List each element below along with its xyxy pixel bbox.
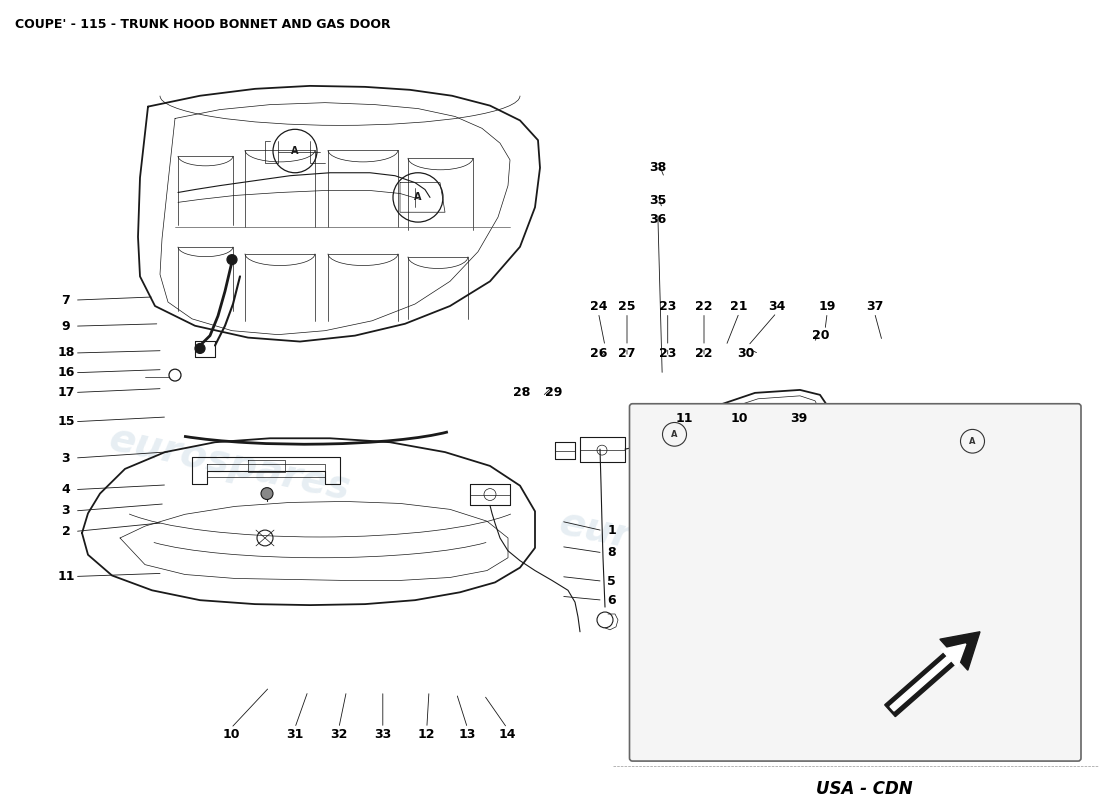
Text: 4: 4	[62, 483, 70, 496]
Text: 20: 20	[812, 329, 829, 342]
Text: A: A	[415, 193, 421, 202]
Text: 10: 10	[730, 412, 748, 425]
Text: 25: 25	[618, 300, 636, 313]
Text: 3: 3	[62, 505, 70, 518]
Text: A: A	[292, 146, 299, 156]
Text: 2: 2	[62, 525, 70, 538]
Text: 30: 30	[737, 347, 755, 360]
Text: 10: 10	[222, 728, 240, 741]
Text: 7: 7	[62, 294, 70, 306]
FancyArrow shape	[890, 644, 966, 711]
Text: eurospares: eurospares	[106, 420, 354, 508]
Text: 8: 8	[607, 546, 616, 559]
Text: 19: 19	[818, 300, 836, 313]
Text: 12: 12	[418, 728, 436, 741]
Text: 21: 21	[730, 300, 748, 313]
FancyBboxPatch shape	[629, 404, 1081, 761]
Text: 27: 27	[618, 347, 636, 360]
FancyArrow shape	[884, 632, 980, 717]
Text: 17: 17	[57, 386, 75, 399]
Text: A: A	[969, 437, 976, 446]
Circle shape	[195, 343, 205, 354]
Text: 23: 23	[659, 347, 676, 360]
Text: 22: 22	[695, 300, 713, 313]
Text: 23: 23	[659, 300, 676, 313]
Text: 36: 36	[649, 213, 667, 226]
Text: USA - CDN: USA - CDN	[816, 780, 913, 798]
Text: 26: 26	[590, 347, 607, 360]
Text: eurospares: eurospares	[556, 504, 804, 592]
Text: 39: 39	[790, 412, 807, 425]
Text: 13: 13	[459, 728, 476, 741]
Text: 14: 14	[498, 728, 516, 741]
Text: 3: 3	[62, 451, 70, 465]
Text: 29: 29	[544, 386, 562, 399]
Text: 6: 6	[607, 594, 616, 606]
Text: 24: 24	[590, 300, 607, 313]
Text: 11: 11	[675, 412, 693, 425]
Text: 1: 1	[607, 524, 616, 537]
Text: 35: 35	[649, 194, 667, 207]
Text: 32: 32	[330, 728, 348, 741]
Text: 18: 18	[57, 346, 75, 359]
Text: 33: 33	[374, 728, 392, 741]
Text: 5: 5	[607, 574, 616, 588]
Text: 31: 31	[286, 728, 304, 741]
Text: 22: 22	[695, 347, 713, 360]
Text: 34: 34	[768, 300, 785, 313]
Text: COUPE' - 115 - TRUNK HOOD BONNET AND GAS DOOR: COUPE' - 115 - TRUNK HOOD BONNET AND GAS…	[15, 18, 390, 30]
Text: 38: 38	[649, 161, 667, 174]
Circle shape	[227, 254, 236, 265]
Text: 37: 37	[866, 300, 883, 313]
Text: 16: 16	[57, 366, 75, 379]
Text: 9: 9	[62, 320, 70, 333]
Text: 11: 11	[57, 570, 75, 583]
Text: 28: 28	[513, 386, 530, 399]
Text: 15: 15	[57, 415, 75, 428]
Text: A: A	[671, 430, 678, 439]
Circle shape	[261, 488, 273, 499]
